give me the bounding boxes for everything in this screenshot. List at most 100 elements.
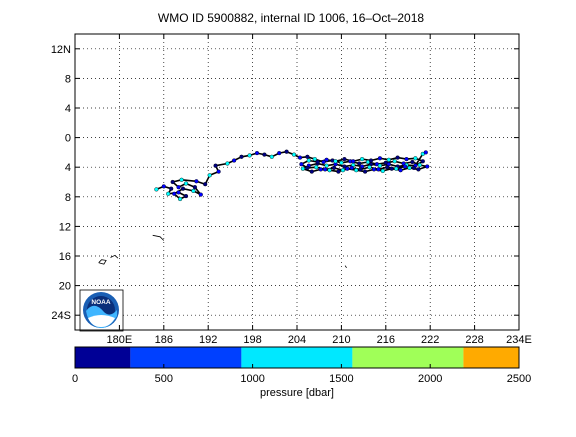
profile-marker: [389, 166, 394, 171]
profile-marker: [357, 161, 362, 166]
profile-marker: [207, 173, 212, 178]
profile-marker: [327, 168, 332, 173]
profile-marker: [417, 162, 422, 168]
profile-marker: [367, 165, 372, 170]
profile-marker: [179, 177, 184, 182]
profile-marker: [380, 168, 385, 173]
map-axes: 180E 186 192 198 204 210 216 222 228 234E 12N 8 4 0 4 8…: [51, 34, 532, 346]
profile-marker: [411, 165, 416, 170]
profile-marker: [203, 182, 208, 187]
profile-marker: [299, 162, 304, 167]
colorbar-tick-label: 1000: [240, 373, 264, 385]
profile-marker: [398, 168, 403, 173]
profile-marker: [333, 159, 338, 164]
profile-marker: [191, 188, 196, 193]
lon-tick-label: 198: [243, 334, 261, 346]
colorbar-tick-label: 1500: [329, 373, 353, 385]
lat-tick-label: 12N: [51, 44, 71, 56]
figure-title: WMO ID 5900882, internal ID 1006, 16–Oct…: [158, 11, 424, 25]
profile-marker: [331, 165, 337, 170]
profile-marker: [262, 152, 267, 157]
colorbar-segment: [75, 347, 131, 368]
profile-marker: [410, 159, 415, 165]
profile-marker: [416, 167, 421, 172]
lat-tick-label: 16: [59, 251, 71, 263]
lon-tick-label: 234E: [506, 334, 532, 346]
profile-marker: [312, 157, 317, 162]
profile-marker: [225, 161, 230, 166]
profile-marker: [404, 157, 409, 162]
colorbar-tick-label: 0: [72, 373, 78, 385]
profile-marker: [315, 159, 320, 165]
profile-marker: [392, 159, 397, 164]
profile-marker: [254, 151, 260, 156]
profile-marker: [297, 155, 303, 160]
profile-marker: [423, 150, 428, 155]
lat-tick-label: 8: [65, 192, 71, 204]
profile-marker: [216, 169, 221, 174]
colorbar-segment: [463, 347, 519, 368]
island-outline: [344, 265, 347, 269]
profile-marker: [376, 167, 381, 172]
colorbar-segment: [241, 347, 353, 368]
profile-marker: [342, 164, 347, 169]
logo-text: NOAA: [91, 299, 110, 306]
profile-marker: [247, 153, 252, 158]
profile-marker: [395, 155, 400, 160]
lon-tick-label: 180E: [107, 334, 133, 346]
profile-marker: [291, 152, 297, 157]
colorbar-segment: [130, 347, 242, 368]
island-outline: [152, 234, 165, 241]
lon-tick-label: 204: [288, 334, 306, 346]
profile-marker: [368, 158, 374, 163]
profile-marker: [402, 164, 408, 169]
lat-tick-label: 24S: [51, 310, 71, 322]
profile-marker: [323, 167, 328, 172]
profile-marker: [324, 157, 329, 162]
island-outline: [98, 259, 107, 265]
island-outline: [110, 254, 119, 259]
profile-marker: [239, 154, 244, 159]
profile-marker: [324, 163, 329, 168]
profile-marker: [161, 184, 166, 189]
lat-tick-label: 12: [59, 221, 71, 233]
profile-marker: [154, 187, 159, 192]
profile-marker: [351, 159, 356, 164]
colorbar-frame: [74, 346, 520, 369]
profile-marker: [178, 196, 183, 202]
profile-marker: [354, 168, 359, 173]
profile-marker: [284, 149, 289, 154]
profile-marker: [305, 154, 310, 159]
colorbar-segment: [352, 347, 464, 368]
profile-marker: [360, 157, 365, 162]
profile-marker: [183, 181, 189, 186]
profile-marker: [176, 190, 181, 195]
profile-marker: [183, 194, 189, 199]
lon-tick-label: 216: [377, 334, 395, 346]
profile-marker: [413, 156, 418, 161]
lon-tick-label: 222: [421, 334, 439, 346]
profile-marker: [321, 159, 326, 165]
profile-marker: [305, 165, 310, 170]
profile-marker: [306, 158, 311, 163]
profile-marker: [198, 192, 203, 197]
profile-marker: [232, 158, 237, 163]
profile-marker: [277, 151, 282, 156]
profile-marker: [345, 166, 350, 171]
profile-marker: [170, 179, 175, 185]
profile-marker: [336, 169, 341, 174]
lon-tick-label: 228: [465, 334, 483, 346]
profile-marker: [386, 157, 391, 162]
profile-marker: [349, 165, 354, 170]
profile-marker: [194, 179, 199, 184]
colorbar-tick-label: 2000: [418, 373, 442, 385]
pressure-colorbar: 0 500 1000 1500 2000 2500: [72, 346, 531, 385]
profile-marker: [269, 154, 274, 159]
lon-tick-label: 210: [332, 334, 350, 346]
profile-marker: [192, 185, 197, 190]
profile-marker: [385, 165, 390, 170]
profile-marker: [363, 169, 368, 174]
profile-marker: [377, 156, 382, 161]
